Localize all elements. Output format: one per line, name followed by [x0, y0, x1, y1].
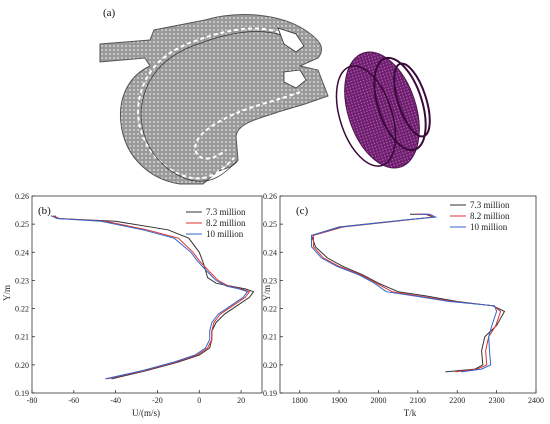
- chart-c-panel-label: (c): [296, 205, 309, 217]
- chart-b-x-tick-label: -80: [27, 396, 38, 405]
- chart-b-y-tick-label: 0.26: [15, 192, 29, 201]
- chart-c-y-tick-label: 0.24: [263, 248, 277, 257]
- chart-b-x-axis-label: U/(m/s): [132, 408, 160, 418]
- chart-b-y-tick-label: 0.24: [15, 248, 29, 257]
- chart-c-y-tick-label: 0.20: [263, 361, 277, 370]
- liner-wall-dark: [140, 31, 301, 182]
- chart-c-x-tick-label: 2400: [528, 396, 544, 405]
- chart-c-x-tick-label: 1800: [292, 396, 308, 405]
- chart-b-y-tick-label: 0.20: [15, 361, 29, 370]
- mesh-3d-body: [344, 51, 420, 169]
- combustor-mesh-2d: [99, 14, 329, 185]
- chart-b-legend-label: 7.3 million: [206, 207, 246, 217]
- chart-c-y-tick-label: 0.23: [263, 276, 277, 285]
- chart-b-y-tick-label: 0.25: [15, 220, 29, 229]
- chart-c-x-tick-label: 2200: [449, 396, 465, 405]
- chart-c-y-tick-label: 0.25: [263, 220, 277, 229]
- chart-c-legend-label: 8.2 million: [470, 211, 510, 221]
- combustor-mesh-3d: [335, 51, 431, 169]
- chart-c-y-tick-label: 0.22: [263, 305, 277, 314]
- chart-c-frame: [279, 195, 537, 394]
- chart-c-y-tick-label: 0.21: [263, 333, 277, 342]
- chart-b-y-tick-label: 0.19: [15, 389, 29, 398]
- chart-b-series-line-1: [54, 215, 255, 380]
- chart-c-y-tick-label: 0.26: [263, 192, 277, 201]
- chart-c: (c) 1800 1900 2000 2100 2200 2300 2400 0.19 0.20…: [262, 192, 544, 418]
- chart-b-series-line-3: [50, 215, 249, 380]
- swirler-bottom: [283, 69, 307, 89]
- chart-c-legend-label: 7.3 million: [470, 200, 510, 210]
- chart-b-y-axis-label: Y/m: [2, 285, 12, 301]
- chart-c-legend-label: 10 million: [470, 222, 508, 232]
- mesh-3d-ring-2: [393, 62, 431, 138]
- chart-c-x-tick-label: 2100: [410, 396, 426, 405]
- panel-a: (a): [99, 7, 431, 185]
- mesh-3d-ring-3: [335, 65, 397, 167]
- chart-c-x-tick-label: 2000: [370, 396, 386, 405]
- chart-b: (b) -80 -60 -40 -20 0 20 0.19 0.20 0.21 0.22 0.23 0…: [2, 192, 263, 418]
- chart-b-x-tick-label: -20: [152, 396, 163, 405]
- chart-c-x-tick-label: 1900: [331, 396, 347, 405]
- chart-b-series-line-2: [52, 215, 251, 380]
- chart-b-panel-label: (b): [38, 205, 51, 217]
- chart-b-x-tick-label: -60: [68, 396, 79, 405]
- inner-liner-dashed: [194, 91, 301, 160]
- chart-c-x-tick-label: 2300: [489, 396, 505, 405]
- chart-c-series-line-3: [311, 213, 498, 373]
- chart-b-y-tick-label: 0.22: [15, 305, 29, 314]
- chart-b-frame: [31, 195, 263, 394]
- panel-a-label: (a): [103, 7, 116, 19]
- chart-c-y-axis-label: Y/m: [262, 285, 272, 301]
- chart-c-plot-area: 1800 1900 2000 2100 2200 2300 2400 0.19 0.20 0.21…: [263, 192, 544, 405]
- swirler-top: [277, 27, 305, 53]
- combustor-outline: [99, 14, 329, 185]
- chart-c-y-tick-label: 0.19: [263, 389, 277, 398]
- chart-c-x-axis-label: T/k: [404, 408, 417, 418]
- chart-b-legend-label: 8.2 million: [206, 218, 246, 228]
- chart-b-y-tick-label: 0.21: [15, 333, 29, 342]
- chart-b-plot-area: -80 -60 -40 -20 0 20 0.19 0.20 0.21 0.22 0.23 0.24 0…: [15, 192, 263, 405]
- mesh-3d-ring-1: [373, 56, 427, 152]
- chart-b-x-tick-label: 20: [237, 396, 245, 405]
- chart-c-series-line-1: [310, 213, 506, 373]
- liner-wall-dashed: [136, 27, 298, 180]
- chart-b-legend-label: 10 million: [206, 229, 244, 239]
- chart-b-x-tick-label: 0: [197, 396, 201, 405]
- chart-b-y-tick-label: 0.23: [15, 276, 29, 285]
- chart-b-x-tick-label: -40: [110, 396, 121, 405]
